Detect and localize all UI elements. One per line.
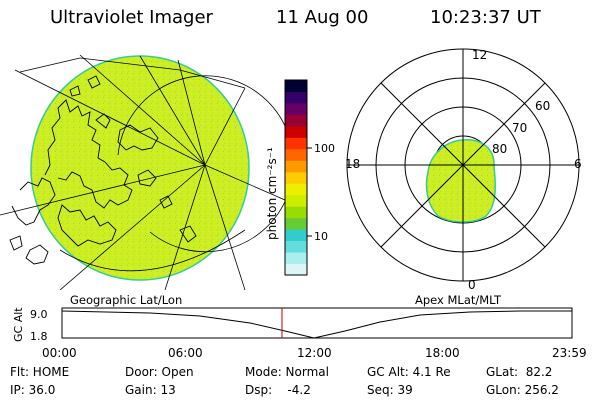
colorbar-band	[285, 206, 307, 219]
colorbar-unit-label: photon cm⁻²s⁻¹	[265, 147, 279, 240]
altitude-axis-label: GC Alt	[12, 307, 25, 342]
colorbar-band	[285, 240, 307, 253]
status-gc-alt: GC Alt: 4.1 Re	[367, 365, 451, 379]
time-tick-1800: 18:00	[425, 346, 460, 360]
mlat-label-60: 60	[535, 99, 550, 113]
colorbar-band	[285, 263, 307, 276]
mlat-label-80: 80	[492, 142, 507, 156]
colorbar-band	[285, 194, 307, 207]
status-ip: IP: 36.0	[10, 383, 56, 397]
time-tick-0600: 06:00	[168, 346, 203, 360]
colorbar-band	[285, 160, 307, 173]
colorbar-band	[285, 229, 307, 242]
colorbar-band	[285, 183, 307, 196]
geographic-grid	[0, 54, 290, 290]
app-title: Ultraviolet Imager	[50, 7, 213, 28]
coastlines	[9, 75, 197, 265]
auroral-oval-blob	[425, 139, 496, 223]
status-flight: Flt: HOME	[10, 365, 70, 379]
status-gain: Gain: 13	[125, 383, 176, 397]
colorbar-band	[285, 91, 307, 104]
colorbar-tick-100: 100	[314, 142, 335, 155]
time-tick-2359: 23:59	[552, 346, 587, 360]
colorbar-band	[285, 137, 307, 150]
mlt-label-0: 0	[468, 278, 476, 292]
colorbar: 100 10 photon cm⁻²s⁻¹	[265, 79, 335, 276]
status-mode: Mode: Normal	[245, 365, 329, 379]
date-label: 11 Aug 00	[276, 7, 369, 28]
colorbar-band	[285, 80, 307, 92]
mlt-label-18: 18	[345, 157, 360, 171]
apex-label: Apex MLat/MLT	[415, 293, 502, 307]
colorbar-tick-10: 10	[314, 230, 328, 243]
colorbar-band	[285, 125, 307, 138]
magnetic-polar-plot: 12 0 18 6 60 70 80	[345, 48, 582, 292]
mlt-label-12: 12	[472, 48, 487, 62]
status-seq: Seq: 39	[367, 383, 413, 397]
status-door: Door: Open	[125, 365, 194, 379]
geographic-image-disc	[30, 55, 250, 281]
mlt-label-6: 6	[574, 157, 582, 171]
altitude-strip-frame	[61, 307, 573, 339]
time-tick-0000: 00:00	[42, 346, 77, 360]
colorbar-frame	[284, 79, 308, 276]
status-glat: GLat: 82.2	[486, 365, 553, 379]
geographic-label: Geographic Lat/Lon	[70, 293, 182, 307]
status-dsp: Dsp: -4.2	[245, 383, 311, 397]
colorbar-band	[285, 252, 307, 265]
time-tick-1200: 12:00	[297, 346, 332, 360]
colorbar-band	[285, 171, 307, 184]
colorbar-band	[285, 114, 307, 127]
time-label: 10:23:37 UT	[430, 7, 541, 28]
geographic-map	[0, 54, 290, 290]
altitude-tick-low: 1.8	[30, 330, 48, 343]
colorbar-band	[285, 148, 307, 161]
mlt-spokes	[347, 49, 579, 281]
altitude-tick-high: 9.0	[30, 308, 48, 321]
altitude-curve	[61, 310, 572, 339]
colorbar-band	[285, 102, 307, 115]
status-glon: GLon: 256.2	[486, 383, 559, 397]
colorbar-band	[285, 217, 307, 230]
altitude-strip: GC Alt 9.0 1.8 00:00 06:00 12:00 18:00 2…	[12, 307, 587, 360]
mlat-label-70: 70	[512, 121, 527, 135]
